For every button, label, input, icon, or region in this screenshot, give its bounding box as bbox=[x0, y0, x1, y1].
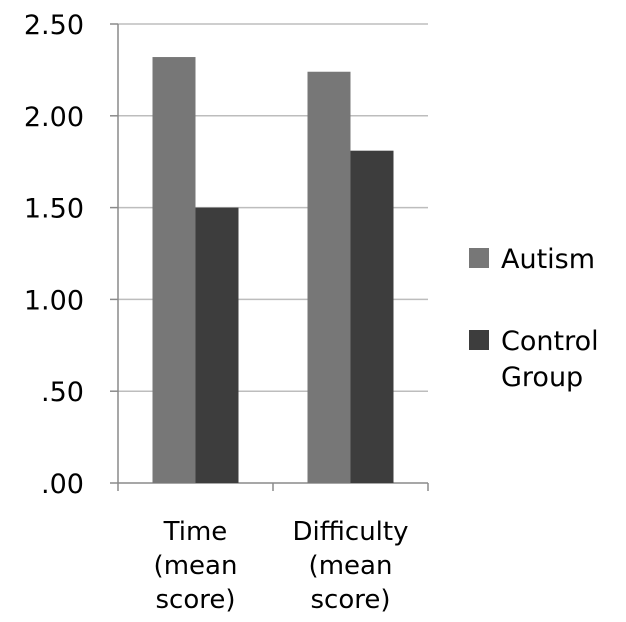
legend-swatch bbox=[469, 330, 489, 350]
legend-label: Group bbox=[501, 362, 583, 393]
x-category-label: score) bbox=[310, 585, 390, 615]
bar bbox=[350, 150, 394, 483]
legend-label: Autism bbox=[501, 244, 595, 275]
x-category-labels: Time (mean score) Difficulty (mean score) bbox=[154, 517, 409, 615]
x-category-label: (mean bbox=[309, 551, 393, 581]
y-tick-label: 2.50 bbox=[24, 10, 84, 41]
legend: Autism Control Group bbox=[469, 244, 599, 393]
y-tick-label: .00 bbox=[41, 469, 84, 500]
x-category-label: (mean bbox=[154, 551, 238, 581]
bar bbox=[152, 57, 196, 483]
bar bbox=[195, 207, 239, 483]
x-category-label: Time bbox=[163, 517, 228, 547]
y-tick-label: 1.00 bbox=[24, 285, 84, 316]
y-tick-label: 2.00 bbox=[24, 102, 84, 133]
y-tick-labels: .00 .50 1.00 1.50 2.00 2.50 bbox=[24, 10, 84, 500]
y-tick-label: 1.50 bbox=[24, 194, 84, 225]
legend-swatch bbox=[469, 248, 489, 268]
x-category-label: score) bbox=[155, 585, 235, 615]
y-tick-label: .50 bbox=[41, 377, 84, 408]
legend-label: Control bbox=[501, 326, 599, 357]
bar bbox=[307, 71, 351, 484]
bars bbox=[152, 57, 394, 484]
x-category-label: Difficulty bbox=[293, 517, 409, 547]
